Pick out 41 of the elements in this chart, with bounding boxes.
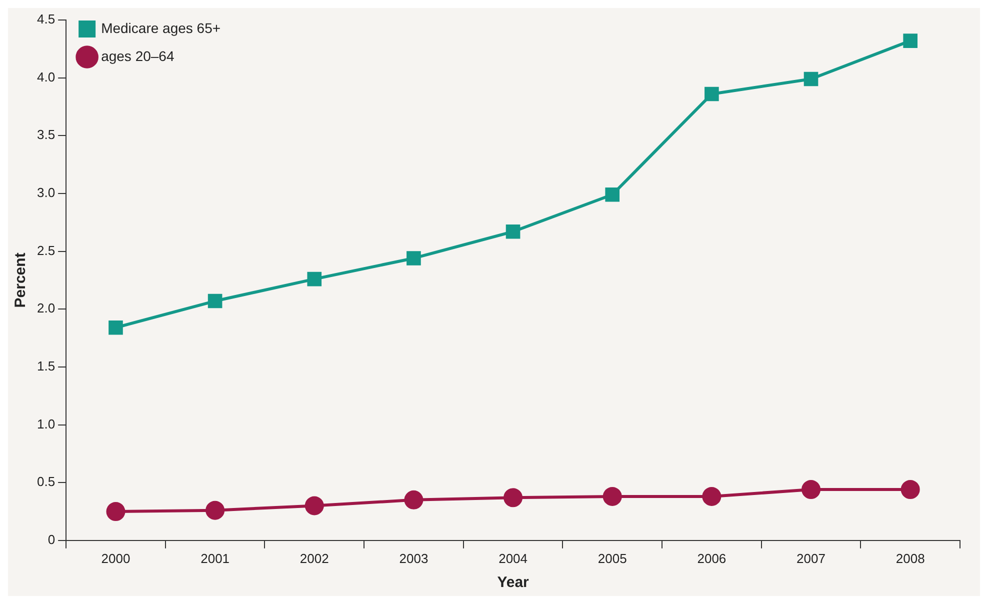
point <box>304 496 324 516</box>
y-tick-label: 4.0 <box>36 69 56 84</box>
point <box>605 187 620 202</box>
x-tick-label: 2007 <box>796 550 826 566</box>
point <box>802 480 821 500</box>
y-tick-label: 3.5 <box>36 127 56 142</box>
x-tick-label: 2004 <box>498 550 528 566</box>
y-tick-label: 0.5 <box>36 474 56 490</box>
x-axis-title: Year <box>497 574 530 592</box>
y-tick-label: 2.0 <box>36 300 56 316</box>
point <box>406 251 421 266</box>
y-tick-label: 3.0 <box>36 185 56 200</box>
point <box>900 480 920 500</box>
point <box>506 224 520 239</box>
x-tick-label: 2006 <box>697 550 726 566</box>
x-tick-label: 2008 <box>896 550 925 566</box>
point <box>704 86 719 102</box>
point <box>702 486 722 506</box>
point <box>602 486 622 506</box>
y-tick-label: 1.0 <box>36 416 56 432</box>
point <box>106 502 126 521</box>
point <box>903 34 918 48</box>
x-tick-label: 2002 <box>300 550 329 566</box>
y-tick-label: 2.5 <box>36 242 56 258</box>
x-tick-label: 2001 <box>200 550 230 566</box>
point <box>504 488 523 508</box>
x-tick-label: 2005 <box>598 550 627 566</box>
legend-label: ages 20–64 <box>101 48 174 64</box>
y-tick-label: 0 <box>48 532 56 547</box>
y-tick-label: 1.5 <box>36 358 56 374</box>
point <box>804 72 818 86</box>
point <box>404 490 424 510</box>
point <box>206 500 225 520</box>
legend-label: Medicare ages 65+ <box>101 20 221 36</box>
point <box>307 272 322 286</box>
point <box>208 294 222 308</box>
y-axis-title: Percent <box>12 252 30 308</box>
y-tick-label: 4.5 <box>36 12 56 27</box>
point <box>108 320 123 335</box>
x-tick-label: 2000 <box>101 550 130 566</box>
x-tick-label: 2003 <box>399 550 428 566</box>
